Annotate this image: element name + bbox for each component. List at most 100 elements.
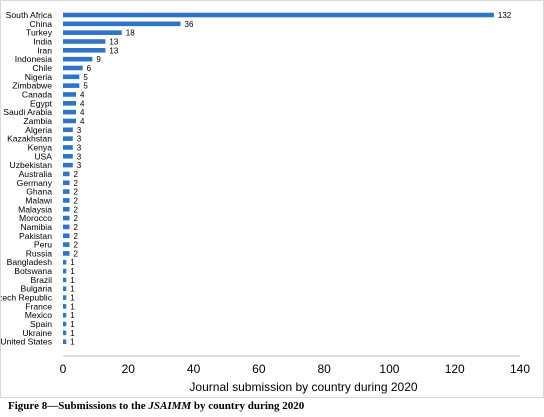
x-tick-100: 100 <box>379 362 399 376</box>
x-tick-40: 40 <box>187 362 201 376</box>
value-label-peru: 2 <box>74 241 79 250</box>
value-label-united-states: 1 <box>70 338 75 347</box>
bar-kazakhstan <box>63 136 73 141</box>
category-label-peru: Peru <box>34 240 52 250</box>
bar-egypt <box>63 101 77 106</box>
category-label-turkey: Turkey <box>26 28 53 38</box>
value-label-ghana: 2 <box>74 188 79 197</box>
category-label-iran: Iran <box>37 45 52 55</box>
value-label-china: 36 <box>185 20 194 29</box>
bar-morocco <box>63 215 70 221</box>
category-label-france: France <box>25 301 52 311</box>
value-label-turkey: 18 <box>126 29 135 38</box>
bar-saudi-arabia <box>63 109 77 115</box>
value-label-pakistan: 2 <box>74 232 79 241</box>
category-label-canada: Canada <box>22 89 52 99</box>
category-label-spain: Spain <box>30 319 52 329</box>
category-label-ukraine: Ukraine <box>22 328 52 338</box>
bar-brazil <box>63 277 67 283</box>
bar-botswana <box>63 268 67 274</box>
category-label-malaysia: Malaysia <box>18 204 52 214</box>
bar-russia <box>63 251 70 256</box>
bar-uzbekistan <box>63 162 73 168</box>
category-label-bulgaria: Bulgaria <box>20 284 52 294</box>
category-label-china: China <box>30 19 53 29</box>
value-label-nigeria: 5 <box>83 73 88 82</box>
figure-caption: Figure 8—Submissions to the JSAIMM by co… <box>8 400 538 412</box>
category-label-brazil: Brazil <box>31 275 53 285</box>
value-label-ukraine: 1 <box>70 329 75 338</box>
x-tick-60: 60 <box>252 362 266 376</box>
bar-india <box>63 39 106 44</box>
bar-chile <box>63 65 83 71</box>
category-label-germany: Germany <box>17 178 53 188</box>
bar-namibia <box>63 224 70 230</box>
value-label-indonesia: 9 <box>96 55 101 64</box>
category-label-united-states: United States <box>1 337 52 347</box>
bar-bangladesh <box>63 259 67 265</box>
category-label-pakistan: Pakistan <box>19 231 52 241</box>
value-label-usa: 3 <box>77 152 82 161</box>
value-label-malaysia: 2 <box>74 205 79 214</box>
bar-algeria <box>63 127 73 133</box>
bar-zimbabwe <box>63 83 80 88</box>
category-label-australia: Australia <box>19 169 53 179</box>
x-tick-120: 120 <box>445 362 465 376</box>
category-label-russia: Russia <box>26 248 52 258</box>
value-label-kenya: 3 <box>77 143 82 152</box>
value-label-egypt: 4 <box>80 99 85 108</box>
value-label-kazakhstan: 3 <box>77 135 82 144</box>
value-label-namibia: 2 <box>74 223 79 232</box>
bar-zambia <box>63 118 77 124</box>
bar-canada <box>63 92 77 97</box>
category-labels: South AfricaChinaTurkeyIndiaIranIndonesi… <box>1 10 53 347</box>
category-label-usa: USA <box>34 151 52 161</box>
x-tick-140: 140 <box>510 362 530 376</box>
bar-usa <box>63 153 73 159</box>
category-label-uzbekistan: Uzbekistan <box>9 160 52 170</box>
x-tick-labels: 0 20 40 60 80 100 120 140 <box>60 362 531 376</box>
category-label-kazakhstan: Kazakhstan <box>7 134 52 144</box>
bar-australia <box>63 171 70 177</box>
bar-iran <box>63 48 106 53</box>
bar-nigeria <box>63 74 80 80</box>
category-label-morocco: Morocco <box>19 213 52 223</box>
value-label-zimbabwe: 5 <box>83 82 88 91</box>
value-label-brazil: 1 <box>70 276 75 285</box>
bar-mexico <box>63 312 67 318</box>
category-label-algeria: Algeria <box>25 125 52 135</box>
bar-kenya <box>63 145 73 150</box>
category-label-malawi: Malawi <box>25 195 52 205</box>
value-label-saudi-arabia: 4 <box>80 108 85 117</box>
category-label-botswana: Botswana <box>14 266 52 276</box>
bar-turkey <box>63 30 122 35</box>
category-label-south-africa: South Africa <box>6 10 53 20</box>
value-labels: 1323618131396554444333332222222222111111… <box>70 11 512 347</box>
value-label-zambia: 4 <box>80 117 85 126</box>
category-label-chile: Chile <box>32 63 52 73</box>
x-tick-0: 0 <box>60 362 67 376</box>
bar-france <box>63 304 67 309</box>
category-label-bangladesh: Bangladesh <box>7 257 53 267</box>
value-label-canada: 4 <box>80 90 85 99</box>
value-label-morocco: 2 <box>74 214 79 223</box>
caption-suffix: by country during 2020 <box>191 400 305 412</box>
value-label-czech-republic: 1 <box>70 294 75 303</box>
value-label-botswana: 1 <box>70 267 75 276</box>
category-label-ghana: Ghana <box>26 187 52 197</box>
bar-malawi <box>63 198 70 203</box>
value-label-spain: 1 <box>70 320 75 329</box>
bar-spain <box>63 321 67 327</box>
bar-germany <box>63 180 70 186</box>
x-axis-title: Journal submission by country during 202… <box>189 380 417 394</box>
value-label-india: 13 <box>109 37 118 46</box>
value-label-mexico: 1 <box>70 311 75 320</box>
bar-south-africa <box>63 12 494 18</box>
value-label-france: 1 <box>70 302 75 311</box>
value-label-malawi: 2 <box>74 196 79 205</box>
value-label-chile: 6 <box>87 64 92 73</box>
value-label-bulgaria: 1 <box>70 285 75 294</box>
value-label-germany: 2 <box>74 179 79 188</box>
bar-ukraine <box>63 330 67 336</box>
value-label-australia: 2 <box>74 170 79 179</box>
